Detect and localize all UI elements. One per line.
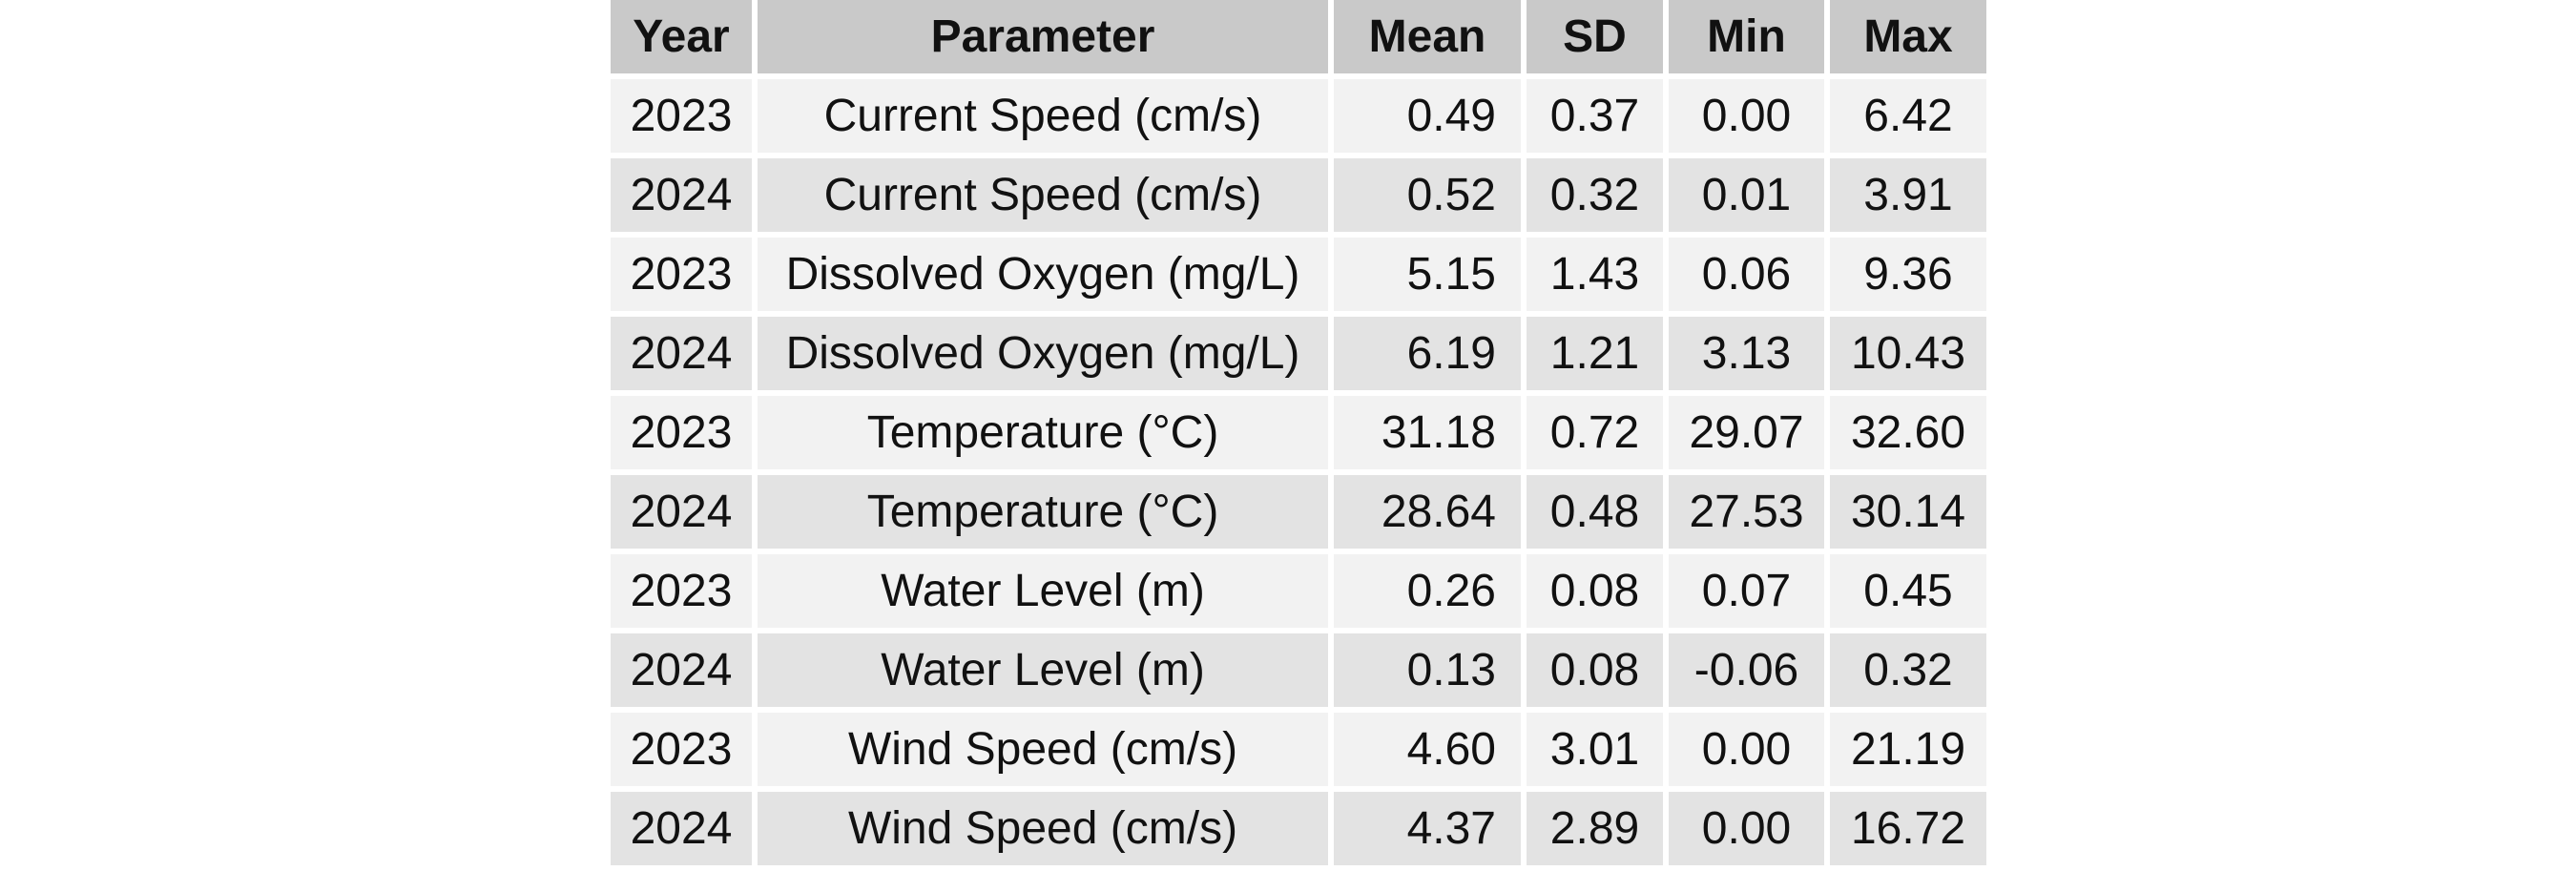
sd-cell: 0.32 [1527, 158, 1663, 232]
mean-cell: 0.26 [1334, 554, 1521, 628]
min-cell: 0.00 [1669, 79, 1824, 153]
max-cell: 0.32 [1830, 633, 1986, 707]
column-header-mean: Mean [1334, 0, 1521, 73]
table-row: 2023 Water Level (m) 0.26 0.08 0.07 0.45 [611, 554, 1986, 628]
min-cell: 3.13 [1669, 317, 1824, 390]
year-cell: 2023 [611, 79, 752, 153]
year-cell: 2024 [611, 475, 752, 549]
mean-cell: 31.18 [1334, 396, 1521, 469]
min-cell: 0.00 [1669, 713, 1824, 786]
sd-cell: 0.48 [1527, 475, 1663, 549]
table-row: 2024 Wind Speed (cm/s) 4.37 2.89 0.00 16.72 [611, 792, 1986, 865]
min-cell: 29.07 [1669, 396, 1824, 469]
year-cell: 2023 [611, 554, 752, 628]
mean-cell: 0.52 [1334, 158, 1521, 232]
mean-cell: 5.15 [1334, 238, 1521, 311]
year-cell: 2024 [611, 158, 752, 232]
min-cell: 0.07 [1669, 554, 1824, 628]
parameter-cell: Current Speed (cm/s) [758, 79, 1328, 153]
sd-cell: 0.37 [1527, 79, 1663, 153]
mean-cell: 4.37 [1334, 792, 1521, 865]
mean-cell: 0.13 [1334, 633, 1521, 707]
table-header: Year Parameter Mean SD Min Max [611, 0, 1986, 73]
column-header-year: Year [611, 0, 752, 73]
max-cell: 32.60 [1830, 396, 1986, 469]
max-cell: 10.43 [1830, 317, 1986, 390]
max-cell: 0.45 [1830, 554, 1986, 628]
table-row: 2023 Dissolved Oxygen (mg/L) 5.15 1.43 0.06 9… [611, 238, 1986, 311]
table-row: 2023 Current Speed (cm/s) 0.49 0.37 0.00 6.42 [611, 79, 1986, 153]
min-cell: 0.01 [1669, 158, 1824, 232]
sd-cell: 0.72 [1527, 396, 1663, 469]
parameter-cell: Current Speed (cm/s) [758, 158, 1328, 232]
parameter-cell: Water Level (m) [758, 554, 1328, 628]
mean-cell: 4.60 [1334, 713, 1521, 786]
header-row: Year Parameter Mean SD Min Max [611, 0, 1986, 73]
table-row: 2024 Water Level (m) 0.13 0.08 -0.06 0.32 [611, 633, 1986, 707]
max-cell: 30.14 [1830, 475, 1986, 549]
mean-cell: 6.19 [1334, 317, 1521, 390]
statistics-table: Year Parameter Mean SD Min Max 2023 Curre… [605, 0, 1992, 871]
year-cell: 2024 [611, 792, 752, 865]
column-header-max: Max [1830, 0, 1986, 73]
table-row: 2024 Temperature (°C) 28.64 0.48 27.53 30.14 [611, 475, 1986, 549]
parameter-cell: Water Level (m) [758, 633, 1328, 707]
table-body: 2023 Current Speed (cm/s) 0.49 0.37 0.00 6.42… [611, 79, 1986, 865]
parameter-cell: Wind Speed (cm/s) [758, 792, 1328, 865]
parameter-cell: Temperature (°C) [758, 475, 1328, 549]
sd-cell: 3.01 [1527, 713, 1663, 786]
max-cell: 9.36 [1830, 238, 1986, 311]
max-cell: 3.91 [1830, 158, 1986, 232]
parameter-cell: Temperature (°C) [758, 396, 1328, 469]
sd-cell: 0.08 [1527, 633, 1663, 707]
sd-cell: 2.89 [1527, 792, 1663, 865]
table-row: 2024 Dissolved Oxygen (mg/L) 6.19 1.21 3.13 1… [611, 317, 1986, 390]
mean-cell: 28.64 [1334, 475, 1521, 549]
min-cell: -0.06 [1669, 633, 1824, 707]
sd-cell: 1.21 [1527, 317, 1663, 390]
year-cell: 2024 [611, 633, 752, 707]
parameter-cell: Dissolved Oxygen (mg/L) [758, 238, 1328, 311]
max-cell: 16.72 [1830, 792, 1986, 865]
column-header-sd: SD [1527, 0, 1663, 73]
year-cell: 2023 [611, 713, 752, 786]
mean-cell: 0.49 [1334, 79, 1521, 153]
parameter-cell: Dissolved Oxygen (mg/L) [758, 317, 1328, 390]
table-row: 2023 Wind Speed (cm/s) 4.60 3.01 0.00 21.19 [611, 713, 1986, 786]
parameter-cell: Wind Speed (cm/s) [758, 713, 1328, 786]
table-row: 2023 Temperature (°C) 31.18 0.72 29.07 32.60 [611, 396, 1986, 469]
min-cell: 0.00 [1669, 792, 1824, 865]
min-cell: 0.06 [1669, 238, 1824, 311]
sd-cell: 0.08 [1527, 554, 1663, 628]
sd-cell: 1.43 [1527, 238, 1663, 311]
year-cell: 2023 [611, 238, 752, 311]
max-cell: 6.42 [1830, 79, 1986, 153]
min-cell: 27.53 [1669, 475, 1824, 549]
year-cell: 2023 [611, 396, 752, 469]
column-header-parameter: Parameter [758, 0, 1328, 73]
column-header-min: Min [1669, 0, 1824, 73]
table-row: 2024 Current Speed (cm/s) 0.52 0.32 0.01 3.91 [611, 158, 1986, 232]
max-cell: 21.19 [1830, 713, 1986, 786]
year-cell: 2024 [611, 317, 752, 390]
